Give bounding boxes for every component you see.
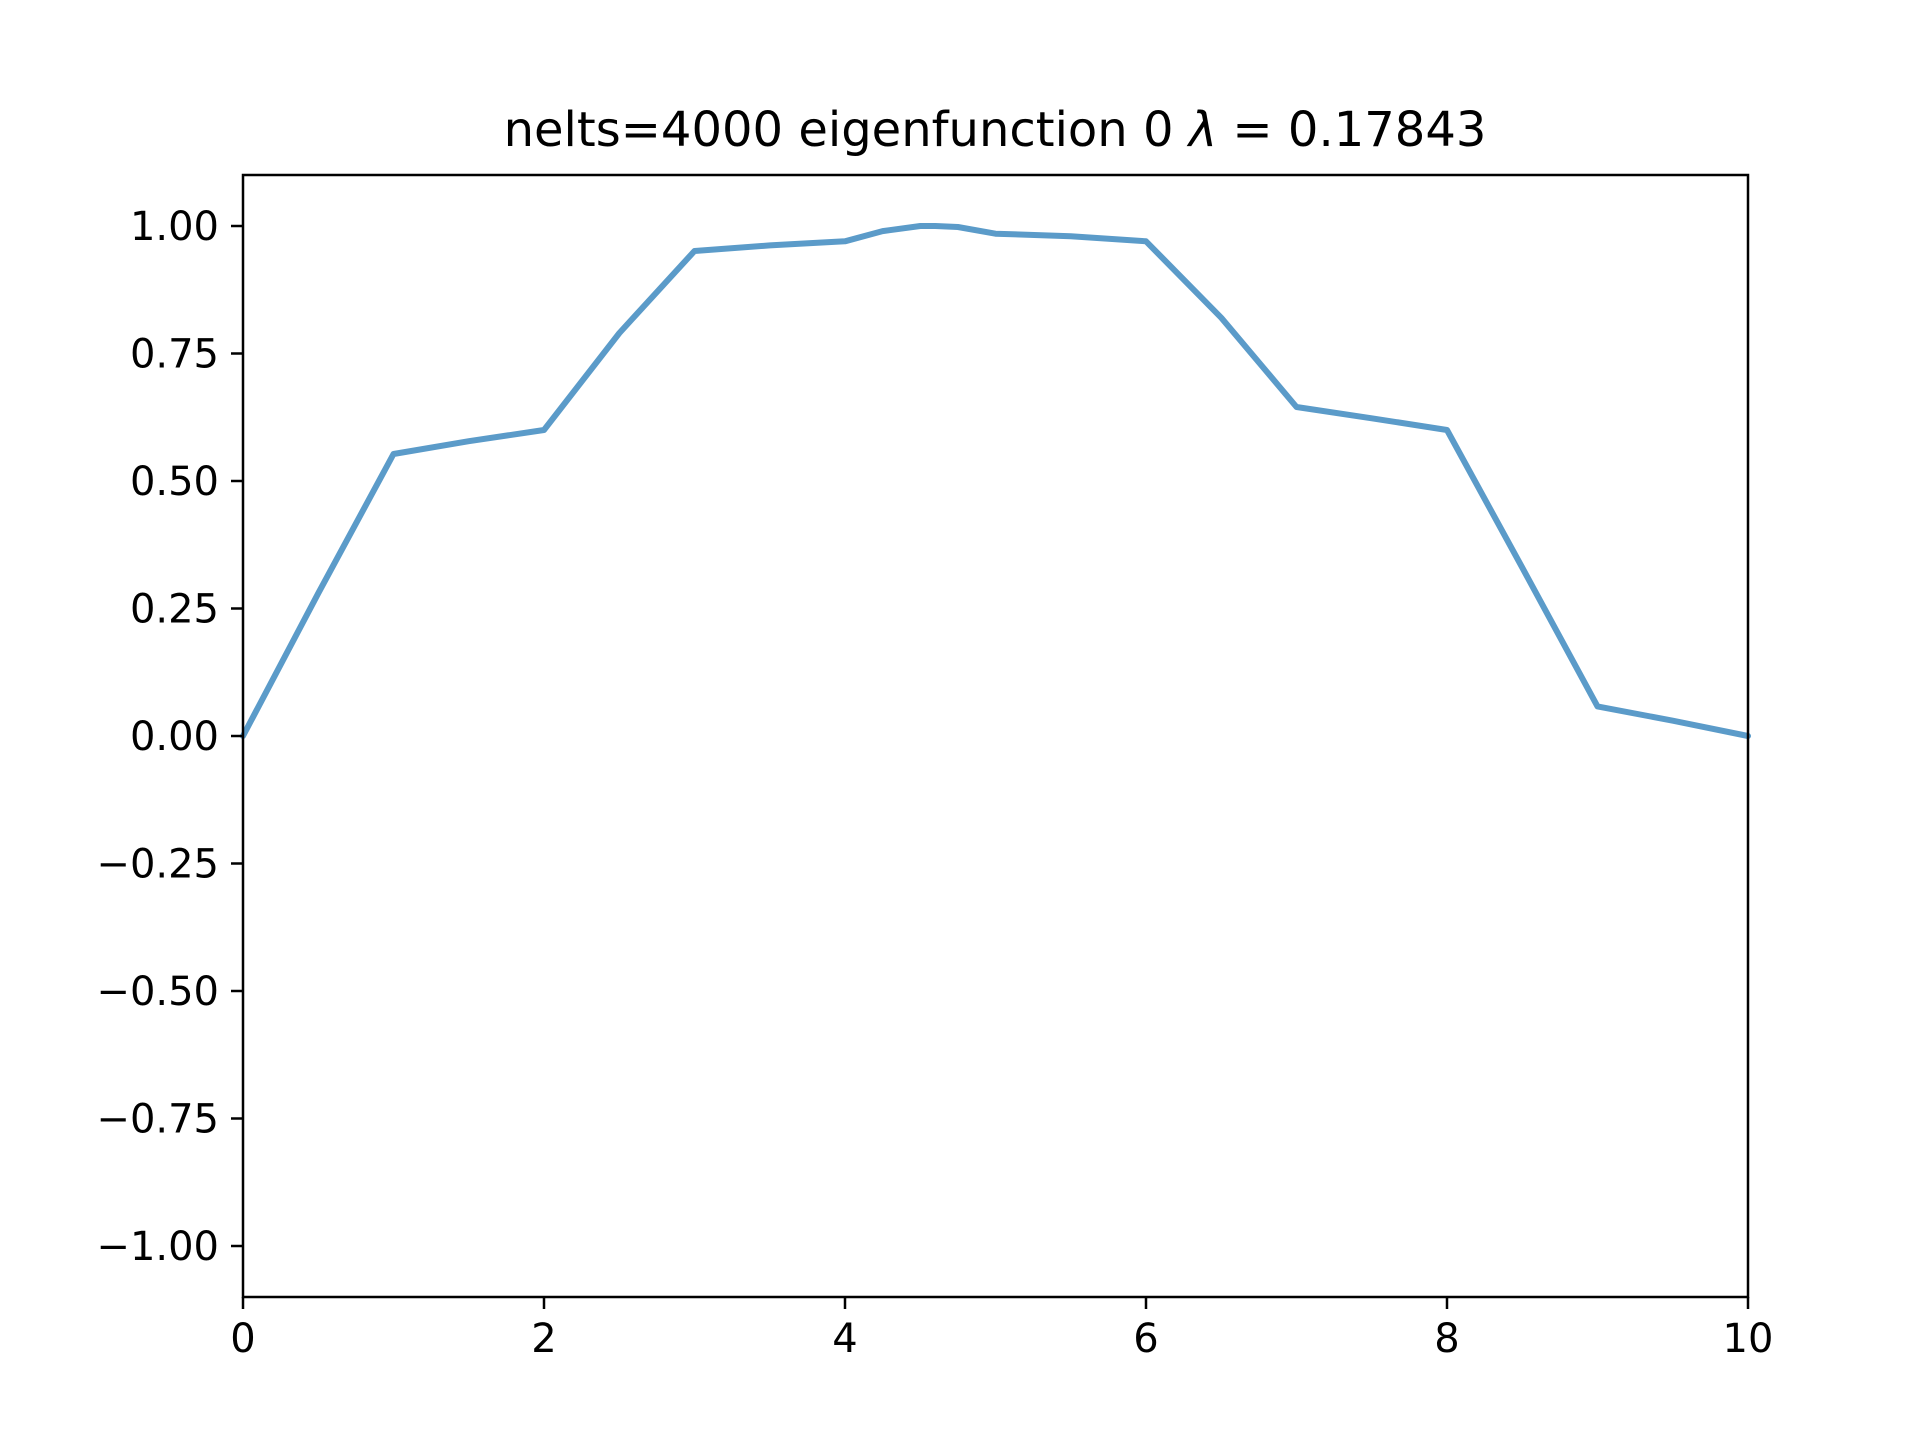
y-tick-label: −0.25 — [96, 842, 219, 888]
y-tick-label: 0.75 — [130, 332, 219, 378]
plot-layer — [240, 223, 1751, 739]
y-tick-label: 0.50 — [130, 459, 219, 505]
x-tick-label: 0 — [230, 1316, 255, 1362]
chart-title: nelts=4000 eigenfunction 0 λ = 0.17843 — [504, 102, 1487, 158]
series-line-0 — [240, 223, 1751, 739]
chart-title-suffix: = 0.17843 — [1217, 102, 1486, 158]
chart-title-lambda: λ — [1186, 102, 1217, 158]
ticks-layer: 0 2 4 6 8 10 −1.00 −0.75 −0.50 −0.25 0.00 0.25 0.50 0… — [96, 204, 1773, 1362]
y-tick-label: −1.00 — [96, 1224, 219, 1270]
chart-title-prefix: nelts=4000 eigenfunction 0 — [504, 102, 1189, 158]
y-tick-label: −0.75 — [96, 1097, 219, 1143]
y-tick-label: 1.00 — [130, 204, 219, 250]
x-tick-label: 8 — [1434, 1316, 1459, 1362]
x-tick-label: 10 — [1723, 1316, 1774, 1362]
y-tick-label: 0.25 — [130, 587, 219, 633]
y-tick-label: −0.50 — [96, 969, 219, 1015]
x-tick-label: 6 — [1133, 1316, 1158, 1362]
x-tick-label: 2 — [531, 1316, 556, 1362]
y-tick-label: 0.00 — [130, 714, 219, 760]
x-tick-label: 4 — [832, 1316, 857, 1362]
